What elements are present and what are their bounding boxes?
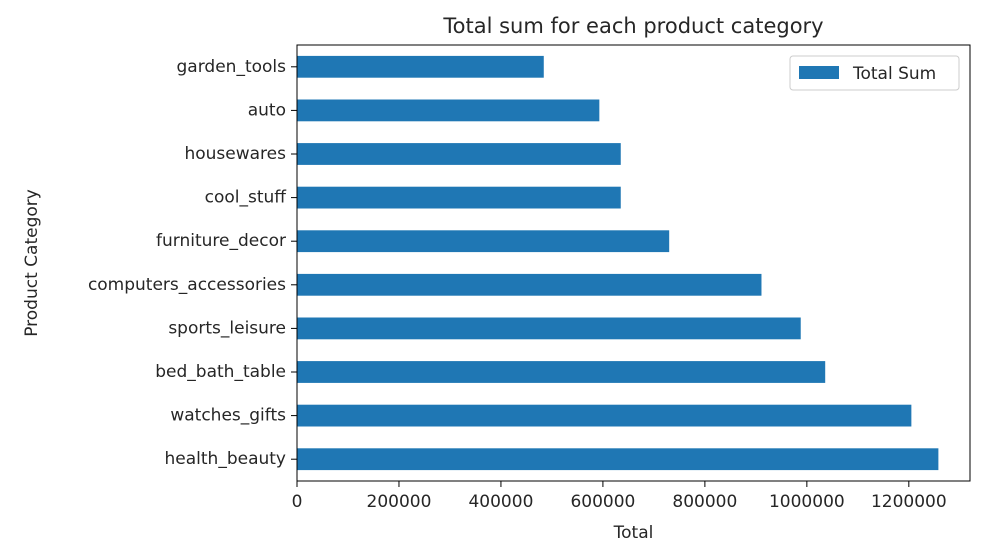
y-tick-label: auto bbox=[248, 100, 286, 120]
y-axis-title: Product Category bbox=[22, 189, 42, 337]
y-tick-label: health_beauty bbox=[165, 449, 286, 469]
x-axis-title: Total bbox=[613, 523, 654, 543]
bars-layer bbox=[297, 55, 939, 471]
legend-label: Total Sum bbox=[852, 64, 936, 84]
plot-frame bbox=[296, 44, 971, 482]
legend-frame bbox=[789, 55, 960, 91]
x-tick-label: 1000000 bbox=[769, 492, 845, 512]
y-tick-label: cool_stuff bbox=[205, 188, 288, 208]
bar-watches_gifts bbox=[297, 404, 912, 427]
bar-cool_stuff bbox=[297, 186, 621, 209]
bar-housewares bbox=[297, 143, 621, 165]
y-tick-label: garden_tools bbox=[177, 57, 287, 77]
y-tick-label: computers_accessories bbox=[88, 275, 286, 295]
x-tick-label: 800000 bbox=[672, 492, 737, 512]
y-tick-label: bed_bath_table bbox=[155, 362, 286, 382]
x-tick-label: 600000 bbox=[570, 492, 635, 512]
x-axis-ticks: 0 200000 400000 600000 800000 1000000 1200000 bbox=[292, 481, 947, 512]
bar-furniture_decor bbox=[297, 230, 670, 253]
bar-computers_accessories bbox=[297, 273, 762, 296]
x-tick-label: 0 bbox=[292, 492, 303, 512]
bar-garden_tools bbox=[297, 55, 544, 78]
chart-title: Total sum for each product category bbox=[442, 14, 823, 38]
y-tick-label: watches_gifts bbox=[170, 406, 286, 426]
x-tick-label: 1200000 bbox=[871, 492, 947, 512]
y-tick-label: sports_leisure bbox=[168, 318, 286, 338]
y-tick-label: furniture_decor bbox=[156, 231, 286, 251]
y-axis-ticks: health_beauty watches_gifts bed_bath_table… bbox=[88, 57, 297, 469]
bar-auto bbox=[297, 99, 600, 122]
bar-sports_leisure bbox=[297, 317, 801, 340]
bar-health_beauty bbox=[297, 448, 939, 471]
legend: Total Sum bbox=[789, 55, 960, 91]
y-tick-label: housewares bbox=[184, 144, 286, 164]
x-tick-label: 200000 bbox=[367, 492, 432, 512]
x-tick-label: 400000 bbox=[468, 492, 533, 512]
bar-bed_bath_table bbox=[297, 361, 826, 383]
legend-swatch bbox=[799, 66, 839, 79]
